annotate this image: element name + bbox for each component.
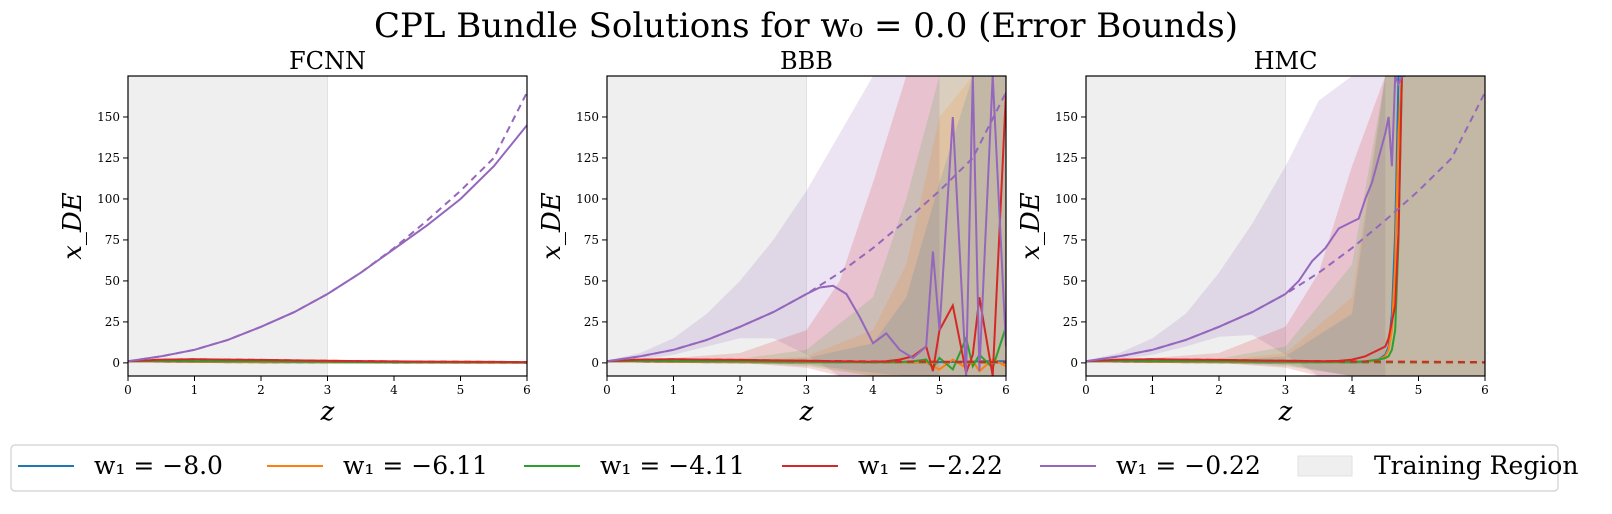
x-tick-label: 3 xyxy=(1282,383,1290,397)
y-tick-label: 125 xyxy=(1055,151,1078,165)
legend: w₁ = −8.0 w₁ = −6.11 w₁ = −4.11 w₁ = −2.22 w… xyxy=(10,444,1578,492)
legend-entry-s4: w₁ = −2.22 xyxy=(782,451,1003,480)
error-band-s2 xyxy=(1086,76,1485,376)
figure-title: CPL Bundle Solutions for w₀ = 0.0 (Error… xyxy=(374,6,1238,46)
plot-area xyxy=(128,76,527,376)
y-tick-label: 100 xyxy=(97,192,120,206)
legend-label: w₁ = −2.22 xyxy=(858,451,1003,480)
x-tick-label: 0 xyxy=(603,383,611,397)
x-axis-label: z xyxy=(799,397,814,427)
y-tick-label: 100 xyxy=(576,192,599,206)
y-tick-label: 150 xyxy=(1055,110,1078,124)
legend-label: w₁ = −0.22 xyxy=(1116,451,1261,480)
x-tick-label: 6 xyxy=(523,383,531,397)
error-band-s4 xyxy=(1086,76,1485,376)
y-tick-label: 125 xyxy=(97,151,120,165)
y-tick-label: 0 xyxy=(591,356,599,370)
panel-title: BBB xyxy=(780,47,833,75)
training-region xyxy=(1086,76,1286,376)
y-tick-label: 50 xyxy=(584,274,599,288)
error-band-s2 xyxy=(607,76,1006,376)
legend-label: w₁ = −8.0 xyxy=(94,451,223,480)
x-tick-label: 4 xyxy=(390,383,398,397)
legend-label: Training Region xyxy=(1374,451,1578,480)
legend-entry-train: Training Region xyxy=(1297,451,1578,480)
x-tick-label: 6 xyxy=(1002,383,1010,397)
y-tick-label: 150 xyxy=(576,110,599,124)
x-tick-label: 6 xyxy=(1481,383,1489,397)
x-axis-label: z xyxy=(1278,397,1293,427)
legend-entry-s3: w₁ = −4.11 xyxy=(524,451,745,480)
y-axis-label: x_DE xyxy=(537,192,567,260)
training-region xyxy=(128,76,328,376)
x-tick-label: 5 xyxy=(457,383,465,397)
legend-frame xyxy=(10,444,1559,492)
x-tick-label: 3 xyxy=(324,383,332,397)
error-band-s3 xyxy=(1086,76,1485,376)
y-tick-label: 75 xyxy=(584,233,599,247)
x-tick-label: 1 xyxy=(670,383,678,397)
y-tick-label: 50 xyxy=(105,274,120,288)
predicted-line-s5 xyxy=(607,76,1006,376)
x-axis-label: z xyxy=(320,397,335,427)
legend-entry-s5: w₁ = −0.22 xyxy=(1040,451,1261,480)
x-tick-label: 2 xyxy=(257,383,265,397)
x-tick-label: 1 xyxy=(1149,383,1157,397)
y-axis-label: x_DE xyxy=(1016,192,1046,260)
analytic-line-s4 xyxy=(128,358,527,364)
error-band-s5 xyxy=(1086,76,1386,376)
y-tick-label: 25 xyxy=(105,315,120,329)
analytic-line-s3 xyxy=(128,359,527,364)
plot-area xyxy=(1086,76,1485,376)
x-tick-label: 2 xyxy=(736,383,744,397)
x-tick-label: 0 xyxy=(1082,383,1090,397)
x-tick-label: 4 xyxy=(1348,383,1356,397)
y-tick-label: 0 xyxy=(1070,356,1078,370)
legend-label: w₁ = −6.11 xyxy=(343,451,488,480)
plot-area xyxy=(607,76,1006,376)
y-axis-label: x_DE xyxy=(58,192,88,260)
x-tick-label: 3 xyxy=(803,383,811,397)
x-tick-label: 4 xyxy=(869,383,877,397)
y-tick-label: 75 xyxy=(1063,233,1078,247)
legend-label: w₁ = −4.11 xyxy=(600,451,745,480)
error-band-s1 xyxy=(607,76,1006,376)
y-tick-label: 25 xyxy=(1063,315,1078,329)
x-tick-label: 5 xyxy=(1415,383,1423,397)
y-tick-label: 0 xyxy=(112,356,120,370)
analytic-line-s4 xyxy=(607,358,1006,364)
panel-title: HMC xyxy=(1254,47,1318,75)
x-tick-label: 0 xyxy=(124,383,132,397)
x-tick-label: 2 xyxy=(1215,383,1223,397)
x-tick-label: 1 xyxy=(191,383,199,397)
y-tick-label: 150 xyxy=(97,110,120,124)
y-tick-label: 75 xyxy=(105,233,120,247)
error-band-s3 xyxy=(607,76,1006,376)
training-region xyxy=(607,76,807,376)
y-tick-label: 125 xyxy=(576,151,599,165)
analytic-line-s3 xyxy=(1086,359,1485,364)
y-tick-label: 25 xyxy=(584,315,599,329)
analytic-line-s3 xyxy=(607,359,1006,364)
predicted-line-s5 xyxy=(128,124,527,363)
error-band-s5 xyxy=(607,76,940,376)
y-tick-label: 100 xyxy=(1055,192,1078,206)
panel-fcnn: 0 1 2 3 4 5 6 0 25 50 75 100 125 150 FCNN z x_DE xyxy=(58,47,531,427)
error-band-s4 xyxy=(607,76,1006,376)
legend-entry-s1: w₁ = −8.0 xyxy=(18,451,223,480)
y-tick-label: 50 xyxy=(1063,274,1078,288)
panel-bbb: 0 1 2 3 4 5 6 0 25 50 75 100 125 150 BBB z x_DE xyxy=(537,47,1010,427)
panel-title: FCNN xyxy=(289,47,366,75)
legend-entry-s2: w₁ = −6.11 xyxy=(267,451,488,480)
x-tick-label: 5 xyxy=(936,383,944,397)
error-band-s1 xyxy=(1086,76,1485,376)
legend-swatch xyxy=(1297,455,1353,477)
analytic-line-s4 xyxy=(1086,358,1485,364)
panel-hmc: 0 1 2 3 4 5 6 0 25 50 75 100 125 150 HMC z x_DE xyxy=(1016,47,1489,427)
